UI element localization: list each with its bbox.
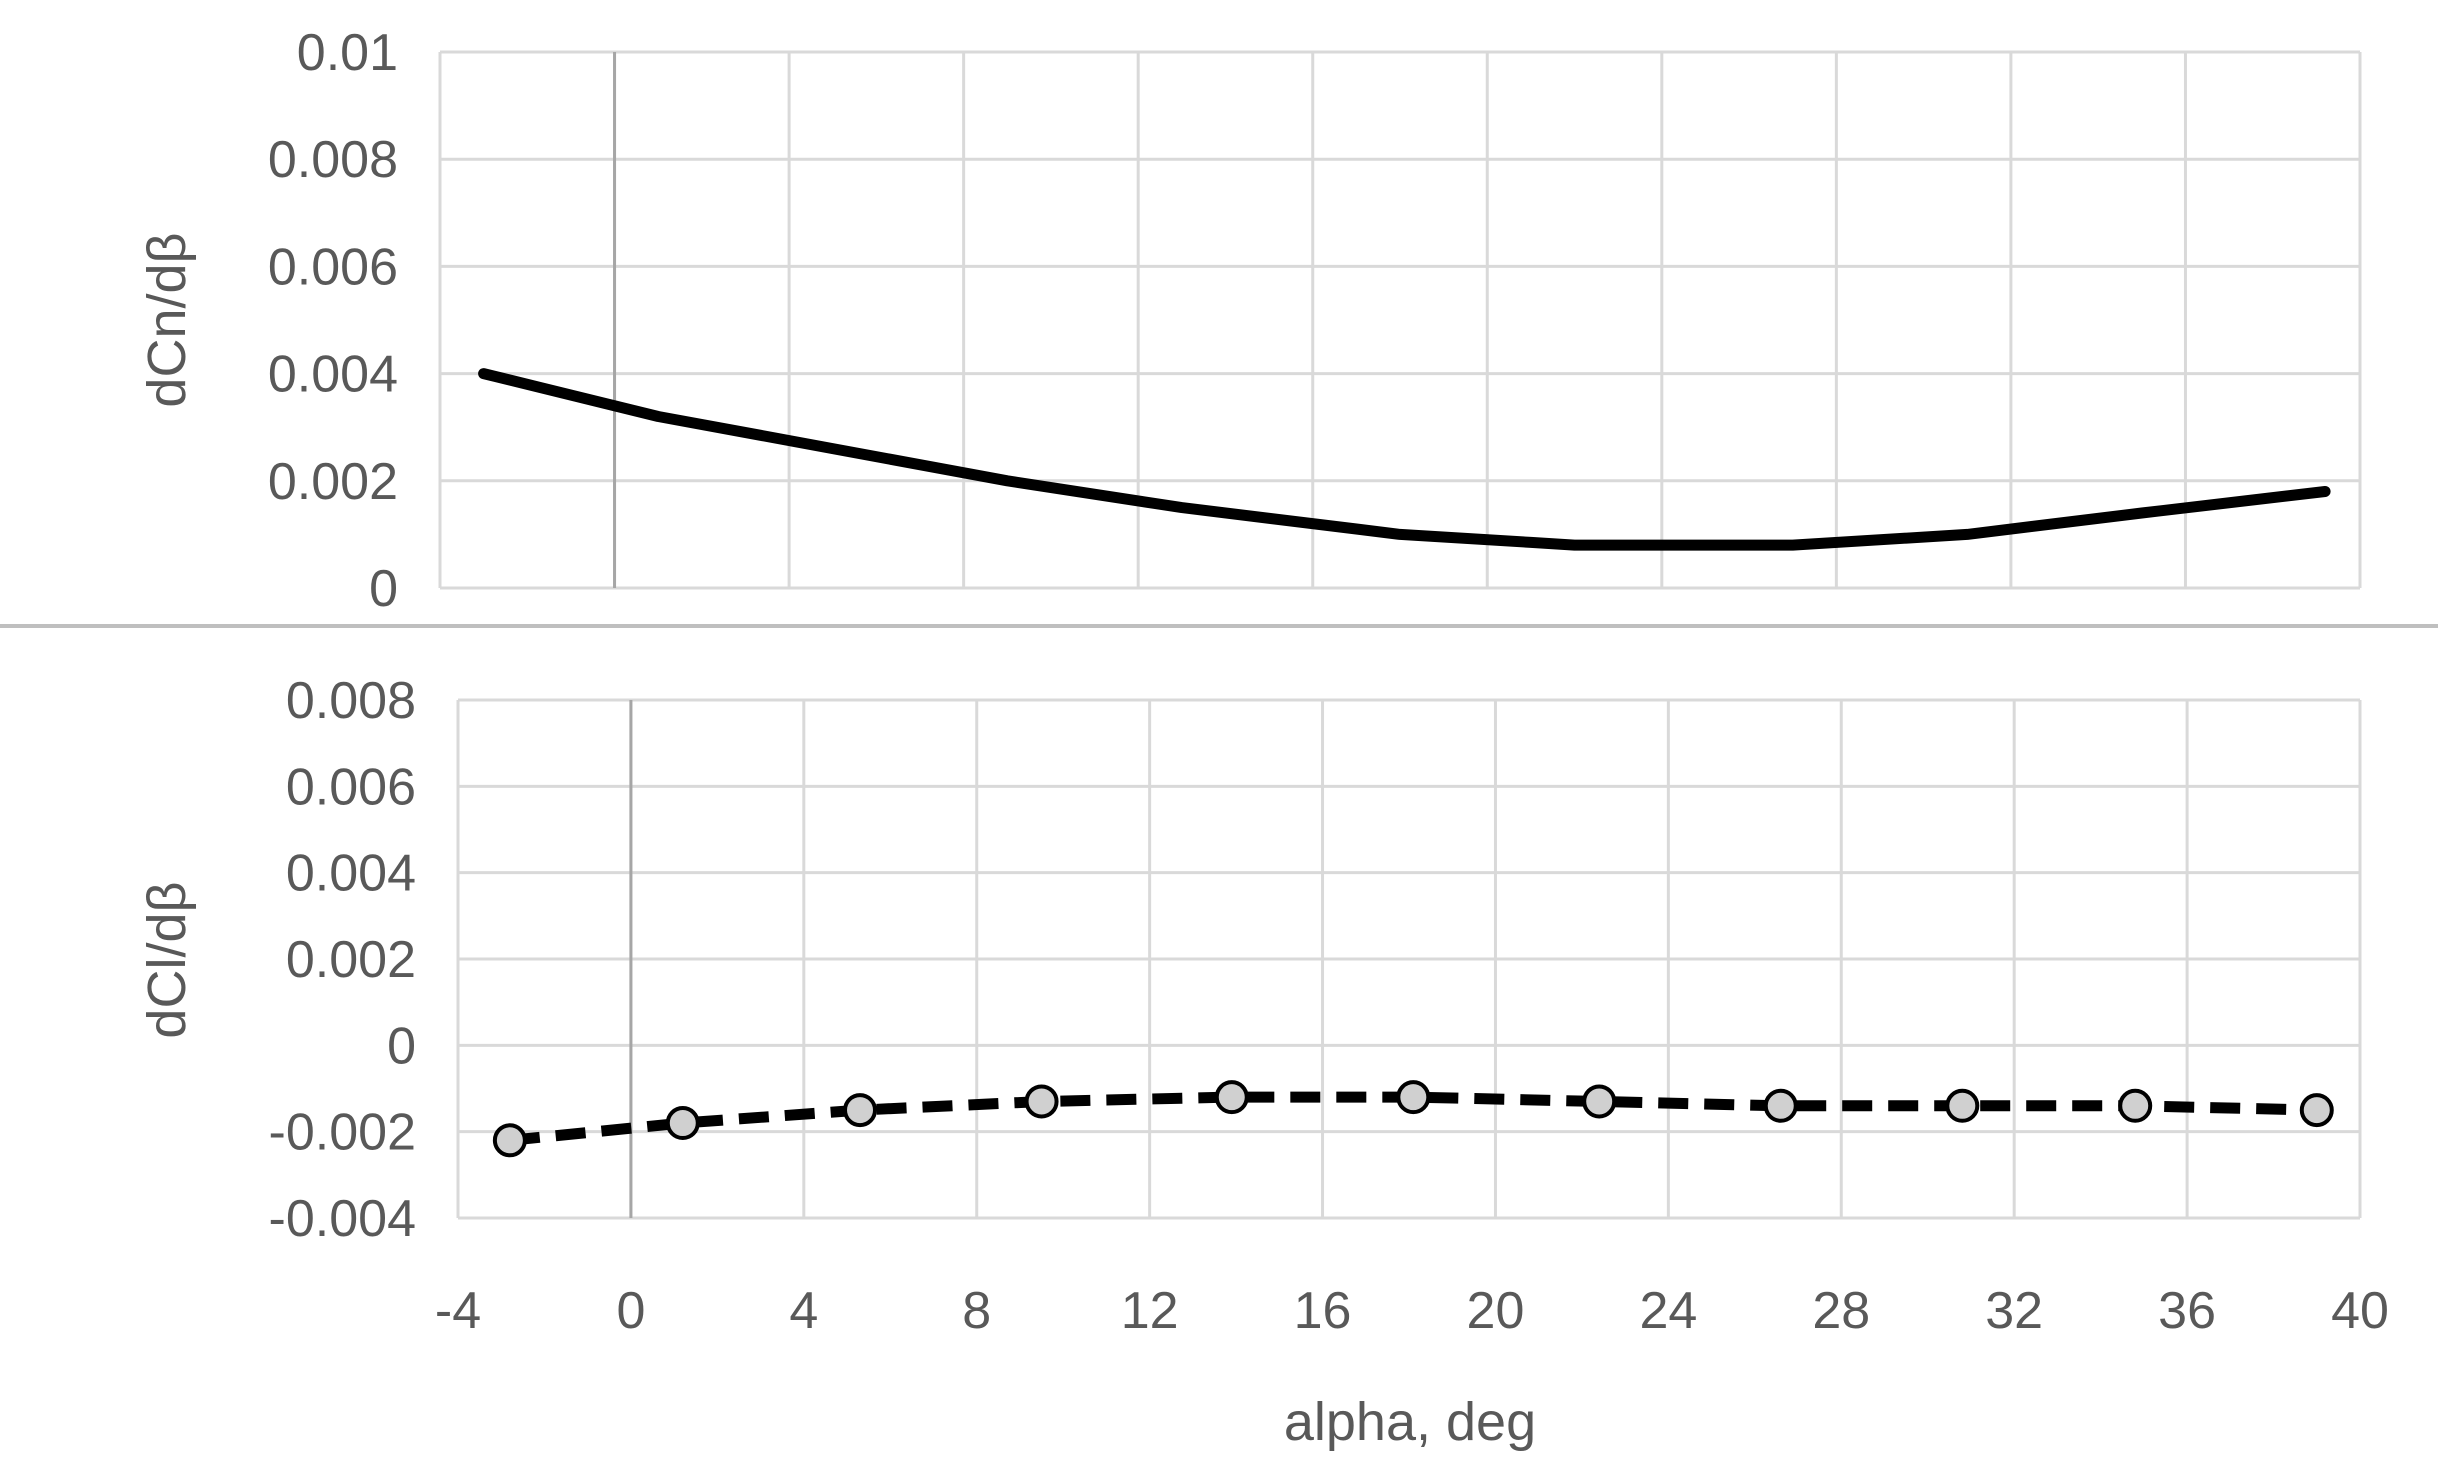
chart-top-ytick-label-2: 0.004 [268,346,398,404]
chart-bottom-xtick-label-5: 16 [1294,1282,1352,1340]
chart-top-series-0-line [478,368,2331,551]
chart-bottom-xtick-label-3: 8 [962,1282,991,1340]
chart-bottom-xtick-label-11: 40 [2331,1282,2389,1340]
chart-bottom-xtick-label-7: 24 [1639,1282,1697,1340]
chart-bottom-xtick-label-8: 28 [1812,1282,1870,1340]
chart-top-grid [438,50,2362,590]
chart-bottom-series-0-point-0 [492,1123,527,1158]
chart-bottom-series-0-point-4 [1214,1080,1249,1115]
chart-bottom-xtick-label-9: 32 [1985,1282,2043,1340]
chart-bottom-series-0-point-9 [2118,1088,2153,1123]
chart-top-ytick-label-4: 0.008 [268,131,398,189]
chart-bottom-xtick-label-1: 0 [616,1282,645,1340]
chart-top-dcn-dbeta: 0 0.002 0.004 0.006 0.008 0.01 dCn/dβ [137,24,2362,618]
chart-bottom-ytick-label-0: -0.004 [269,1190,416,1248]
chart-top-ytick-label-3: 0.006 [268,238,398,296]
chart-bottom-grid [456,698,2362,1220]
chart-bottom-series-0-point-6 [1582,1084,1617,1119]
chart-bottom-series-0-point-8 [1945,1088,1980,1123]
chart-bottom-series-0-point-5 [1396,1080,1431,1115]
chart-bottom-ytick-label-6: 0.008 [286,672,416,730]
chart-top-ytick-label-1: 0.002 [268,453,398,511]
chart-bottom-xtick-label-2: 4 [789,1282,818,1340]
chart-bottom-ytick-label-5: 0.006 [286,758,416,816]
chart-bottom-xtick-label-4: 12 [1121,1282,1179,1340]
chart-top-y-axis-title: dCn/dβ [137,232,197,407]
chart-bottom-xtick-label-0: -4 [435,1282,481,1340]
chart-bottom-series [492,1080,2334,1158]
chart-bottom-dcl-dbeta: -0.004 -0.002 0 0.002 0.004 0.006 0.008 -4 0 4 8 12… [137,672,2389,1452]
chart-bottom-series-0-point-7 [1763,1088,1798,1123]
chart-bottom-xtick-label-10: 36 [2158,1282,2216,1340]
chart-bottom-y-axis-title: dCl/dβ [137,881,197,1038]
chart-bottom-xtick-label-6: 20 [1467,1282,1525,1340]
chart-top-ytick-label-5: 0.01 [297,24,398,82]
chart-bottom-series-0-point-2 [843,1093,878,1128]
chart-bottom-series-0-point-10 [2299,1093,2334,1128]
chart-top-series [478,368,2331,551]
chart-top-ticks: 0 0.002 0.004 0.006 0.008 0.01 [268,24,398,618]
chart-bottom-ytick-label-1: -0.002 [269,1104,416,1162]
chart-bottom-x-axis-title: alpha, deg [1284,1392,1536,1452]
chart-bottom-ytick-label-4: 0.004 [286,845,416,903]
chart-bottom-ytick-label-3: 0.002 [286,931,416,989]
chart-bottom-series-0-point-1 [665,1106,700,1141]
chart-bottom-series-0-line [509,1091,2317,1146]
chart-bottom-ytick-label-2: 0 [387,1017,416,1075]
chart-bottom-series-0-point-3 [1024,1084,1059,1119]
chart-bottom-ticks: -0.004 -0.002 0 0.002 0.004 0.006 0.008 -4 0 4 8 12… [269,672,2389,1340]
chart-top-ytick-label-0: 0 [369,560,398,618]
